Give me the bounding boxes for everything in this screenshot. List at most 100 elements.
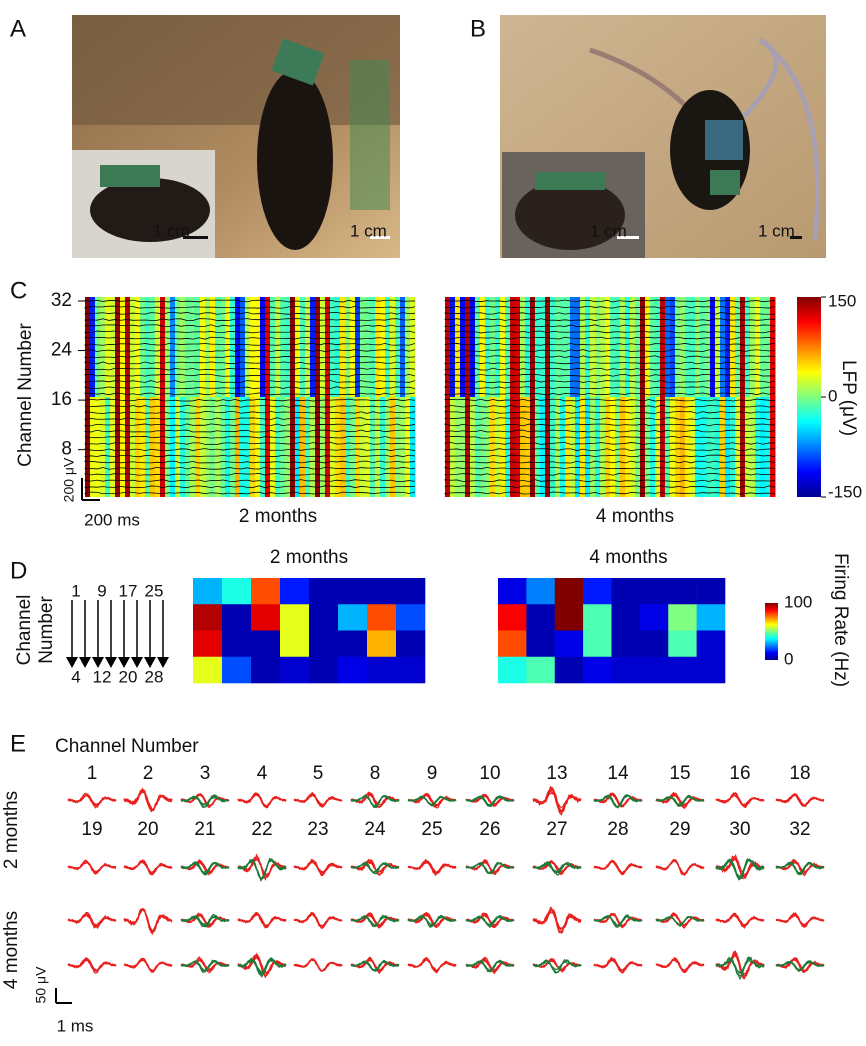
scale-label: 1 cm	[350, 221, 387, 240]
probe-arrow-head	[131, 657, 143, 668]
waveform	[294, 861, 342, 873]
lfp-stripe	[90, 297, 96, 397]
channel-label: 21	[194, 819, 215, 840]
heatmap-cell	[367, 631, 396, 658]
lfp-stripe	[170, 397, 176, 497]
heatmap-cell	[338, 657, 367, 684]
heatmap-cell	[555, 657, 584, 684]
lfp-stripe	[270, 297, 276, 397]
panel-label: C	[10, 277, 27, 304]
lfp-stripe	[335, 397, 341, 497]
row-label: 2 months	[1, 791, 22, 869]
lfp-stripe	[700, 297, 706, 397]
row-label: 4 months	[1, 911, 22, 989]
lfp-stripe	[115, 397, 121, 497]
lfp-stripe	[705, 297, 711, 397]
lfp-stripe	[605, 297, 611, 397]
heatmap-cell	[640, 578, 669, 605]
map-title: 4 months	[596, 506, 674, 527]
scale-label: 1 cm	[153, 221, 190, 240]
lfp-stripe	[500, 397, 506, 497]
scale-label: 50 μV	[33, 966, 49, 1004]
scale-label: 200 ms	[84, 510, 140, 529]
lfp-stripe	[305, 297, 311, 397]
heatmap-cell	[612, 604, 641, 631]
lfp-stripe	[650, 397, 656, 497]
channel-label: 24	[364, 819, 386, 840]
lfp-stripe	[350, 397, 356, 497]
heatmap-cell	[280, 578, 309, 605]
channel-label: 30	[729, 819, 750, 840]
heatmap-cell	[697, 657, 726, 684]
colorbar-tick-label: 150	[828, 291, 856, 310]
lfp-stripe	[305, 397, 311, 497]
lfp-stripe	[110, 297, 116, 397]
waveform	[238, 794, 286, 807]
channel-label: 29	[669, 819, 690, 840]
heatmap-cell	[526, 604, 555, 631]
channel-label: 15	[669, 763, 690, 784]
lfp-stripe	[195, 397, 201, 497]
lfp-stripe	[100, 397, 106, 497]
heatmap-cell	[555, 578, 584, 605]
waveform	[124, 909, 172, 932]
lfp-stripe	[210, 297, 216, 397]
lfp-stripe	[665, 397, 671, 497]
heatmap-cell	[309, 657, 338, 684]
heatmap-title: 2 months	[270, 547, 348, 568]
lfp-stripe	[145, 397, 151, 497]
lfp-stripe	[630, 397, 636, 497]
lfp-stripe	[645, 297, 651, 397]
figure: A 1 cm 1 cm B 1 cm 1 cm C Channel Number…	[0, 0, 866, 1041]
lfp-stripe	[150, 397, 156, 497]
lfp-stripe	[510, 397, 516, 497]
probe-arrow-head	[157, 657, 169, 668]
heatmap-cell	[251, 578, 280, 605]
lfp-stripe	[660, 297, 666, 397]
lfp-stripe	[545, 297, 551, 397]
map-title: 2 months	[239, 506, 317, 527]
lfp-stripe	[325, 297, 331, 397]
heatmap-cell	[251, 604, 280, 631]
lfp-stripe	[130, 297, 136, 397]
waveform	[124, 960, 172, 970]
y-tick-label: 24	[51, 340, 73, 361]
lfp-stripe	[515, 297, 521, 397]
lfp-stripe	[530, 297, 536, 397]
heatmap-cell	[668, 631, 697, 658]
heatmap-cell	[396, 578, 425, 605]
channel-label: 8	[370, 763, 381, 784]
lfp-stripe	[165, 297, 171, 397]
channel-label: 13	[546, 763, 567, 784]
channel-label: 2	[143, 763, 154, 784]
lfp-stripe	[205, 297, 211, 397]
heatmap-cell	[668, 578, 697, 605]
heatmap-cell	[338, 631, 367, 658]
channel-label: 25	[145, 581, 164, 600]
lfp-stripe	[695, 397, 701, 497]
heatmap-cell	[396, 604, 425, 631]
channel-label: 16	[729, 763, 750, 784]
axis-label: Number	[36, 596, 57, 664]
waveform	[776, 913, 824, 927]
probe-arrow-head	[66, 657, 78, 668]
colorbar-tick-label: 0	[828, 386, 837, 405]
heatmap-cell	[583, 657, 612, 684]
channel-label: 5	[313, 763, 324, 784]
heatmap-cell	[280, 631, 309, 658]
channel-label: 3	[200, 763, 211, 784]
heatmap-cell	[612, 578, 641, 605]
heatmap-cell	[251, 657, 280, 684]
probe-arrow-head	[118, 657, 130, 668]
waveform	[238, 913, 286, 928]
lfp-stripe	[655, 297, 661, 397]
lfp-stripe	[485, 397, 491, 497]
channel-label: 9	[427, 763, 438, 784]
waveform	[68, 795, 116, 805]
waveform	[716, 793, 764, 807]
heatmap-cell	[396, 657, 425, 684]
heatmap-cell	[309, 631, 338, 658]
waveform	[124, 959, 172, 972]
y-tick-label: 32	[51, 290, 72, 311]
channel-label: 28	[145, 667, 164, 686]
